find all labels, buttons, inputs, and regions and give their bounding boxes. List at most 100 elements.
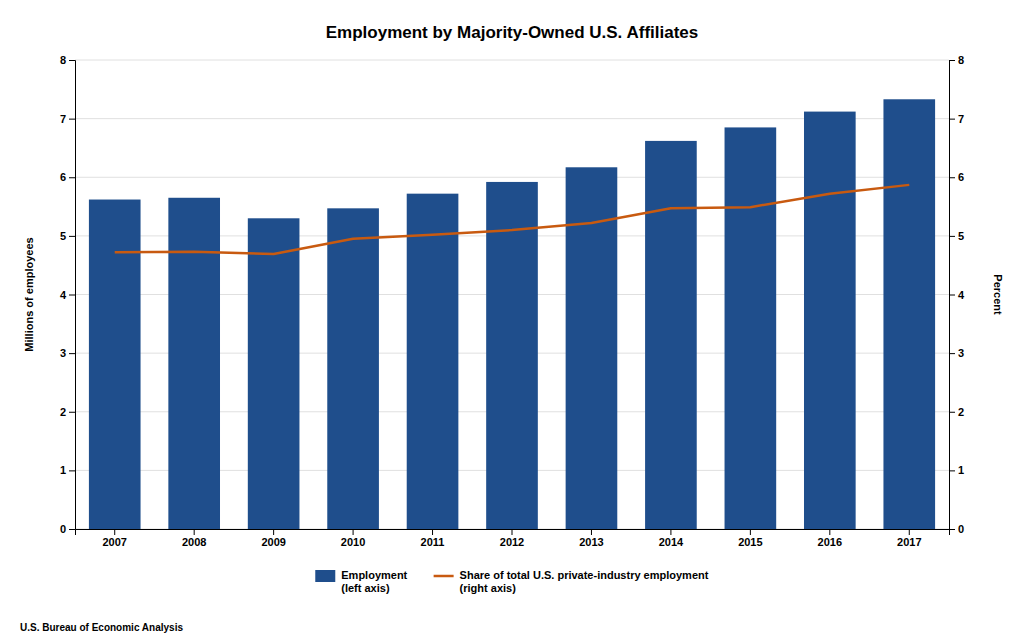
x-tick: 2017 [897, 529, 921, 548]
y2-tick-mark [949, 119, 955, 120]
x-tick-label: 2010 [341, 536, 365, 548]
y-tick-label: 8 [60, 54, 66, 66]
x-tick-label: 2016 [818, 536, 842, 548]
y-tick-label: 7 [60, 113, 66, 125]
y2-tick-mark [949, 412, 955, 413]
y2-tick-label: 2 [958, 406, 964, 418]
y-axis: 0 1 2 3 4 5 6 7 8 [60, 54, 76, 535]
y2-tick: 6 [949, 171, 964, 183]
y-tick-label: 3 [60, 347, 66, 359]
x-tick: 2007 [102, 529, 126, 548]
y-axis-line [69, 61, 76, 530]
x-tick: 2012 [500, 529, 524, 548]
y2-tick-mark [949, 295, 955, 296]
y-tick-mark [69, 529, 75, 530]
y2-tick: 5 [949, 230, 964, 242]
bar [725, 127, 777, 529]
y-tick: 3 [60, 347, 75, 359]
legend-swatch [434, 575, 454, 578]
x-tick: 2011 [421, 529, 445, 548]
legend-label: Share of total U.S. private-industry emp… [460, 569, 709, 594]
x-tick-label: 2008 [182, 536, 206, 548]
x-tick-label: 2009 [261, 536, 285, 548]
x-tick-label: 2015 [738, 536, 762, 548]
y2-axis-line [950, 61, 956, 530]
x-tick-mark [670, 529, 671, 535]
legend-item: Employment(left axis) [315, 569, 407, 594]
legend-label: Employment(left axis) [341, 569, 407, 594]
y2-tick-mark [949, 529, 955, 530]
y-tick-label: 2 [60, 406, 66, 418]
bar [486, 182, 538, 529]
x-tick-mark [512, 529, 513, 535]
x-tick-label: 2014 [659, 536, 684, 548]
y-tick-mark [69, 119, 75, 120]
bar [248, 218, 300, 529]
x-tick: 2015 [738, 529, 762, 548]
y-tick-label: 0 [60, 523, 66, 535]
y-tick-label: 6 [60, 171, 66, 183]
y2-tick-label: 1 [958, 464, 964, 476]
y2-tick: 1 [949, 464, 964, 476]
legend-item: Share of total U.S. private-industry emp… [434, 569, 709, 594]
bar [883, 99, 935, 529]
x-tick-mark [353, 529, 354, 535]
legend: Employment(left axis) Share of total U.S.… [315, 569, 708, 594]
x-tick-mark [114, 529, 115, 535]
x-tick-label: 2017 [897, 536, 921, 548]
x-tick: 2016 [818, 529, 842, 548]
y-tick-label: 1 [60, 464, 66, 476]
y2-tick-label: 8 [958, 54, 964, 66]
y-tick: 2 [60, 406, 75, 418]
x-tick: 2009 [261, 529, 285, 548]
y-tick-mark [69, 470, 75, 471]
y-tick: 4 [60, 289, 75, 301]
y-axis-title: Millions of employees [23, 237, 35, 351]
x-tick-mark [909, 529, 910, 535]
y2-axis: 0 1 2 3 4 5 6 7 8 [949, 54, 965, 535]
y-tick-mark [69, 353, 75, 354]
plot: 2007200820092010201120122013201420152016… [60, 54, 965, 548]
bar [89, 200, 141, 529]
x-tick-label: 2011 [421, 536, 445, 548]
y2-tick: 4 [949, 289, 965, 301]
bar-series [89, 99, 935, 529]
y2-tick-mark [949, 353, 955, 354]
legend-swatch [315, 570, 335, 582]
bar [407, 194, 459, 529]
y2-tick-label: 5 [958, 230, 964, 242]
grid [75, 60, 949, 529]
x-tick: 2008 [182, 529, 206, 548]
line [115, 185, 910, 254]
x-tick-mark [273, 529, 274, 535]
y-tick: 7 [60, 113, 75, 125]
bar [327, 208, 379, 529]
x-axis: 2007200820092010201120122013201420152016… [76, 529, 950, 548]
y2-tick-label: 7 [958, 113, 964, 125]
y2-tick: 3 [949, 347, 964, 359]
y2-tick-mark [949, 60, 955, 61]
x-tick-mark [829, 529, 830, 535]
y2-tick: 7 [949, 113, 964, 125]
y-tick-mark [69, 177, 75, 178]
x-tick-label: 2012 [500, 536, 524, 548]
x-axis-line [76, 530, 950, 536]
y2-tick: 8 [949, 54, 964, 66]
x-tick: 2014 [659, 529, 684, 548]
y2-tick: 2 [949, 406, 964, 418]
y-tick: 0 [60, 523, 75, 535]
y-tick: 8 [60, 54, 75, 66]
y2-tick: 0 [949, 523, 964, 535]
x-tick-mark [194, 529, 195, 535]
y2-tick-mark [949, 236, 955, 237]
grid-line [75, 60, 949, 61]
y2-tick-label: 6 [958, 171, 964, 183]
y2-tick-label: 0 [958, 523, 964, 535]
y2-tick-label: 4 [958, 289, 965, 301]
x-tick: 2010 [341, 529, 365, 548]
bar [804, 112, 856, 529]
y-tick-label: 5 [60, 230, 66, 242]
bar [566, 167, 618, 529]
y-tick-mark [69, 60, 75, 61]
marks [89, 99, 935, 529]
